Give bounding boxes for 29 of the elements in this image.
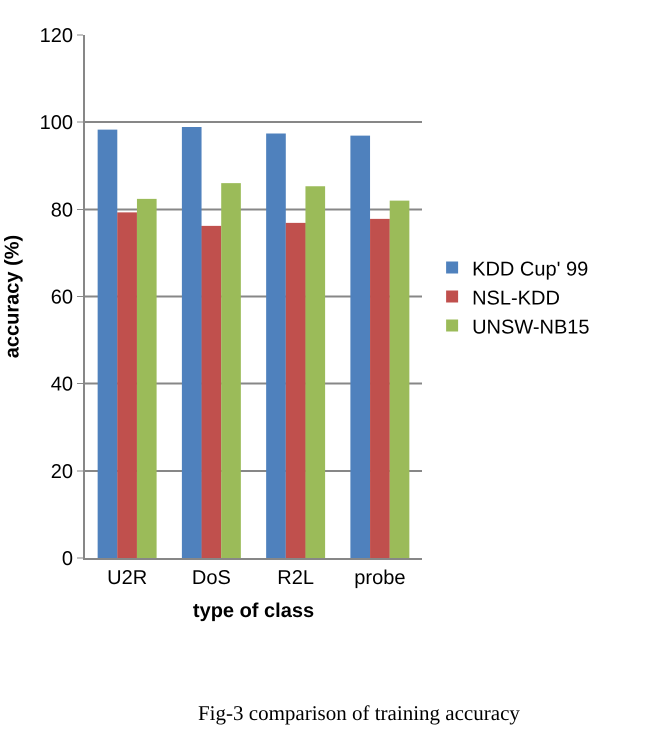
bar — [202, 226, 222, 558]
y-tick-label: 40 — [50, 374, 73, 396]
y-tick-label: 20 — [50, 460, 73, 483]
bar — [370, 218, 390, 558]
bar — [136, 198, 157, 558]
bar — [305, 186, 326, 558]
y-tick-label: 60 — [50, 286, 73, 308]
bar — [182, 126, 202, 558]
x-tick-label: probe — [354, 567, 406, 589]
bar — [350, 136, 370, 558]
bar — [266, 134, 286, 558]
text: Fig-3 comparison of training accuracy — [198, 701, 520, 725]
x-tick-label: DoS — [192, 567, 231, 589]
legend-label: UNSW-NB15 — [472, 316, 590, 338]
y-tick-label: 0 — [62, 548, 73, 570]
y-axis-title: accuracy (%) — [2, 234, 24, 358]
bar — [117, 212, 137, 558]
x-tick-label: U2R — [107, 567, 148, 589]
bar — [221, 183, 241, 558]
legend-label: KDD Cup' 99 — [472, 258, 588, 280]
x-axis-title: type of class — [192, 600, 314, 622]
y-tick-label: 100 — [40, 112, 73, 134]
bar — [390, 200, 410, 558]
y-tick-label: 80 — [50, 199, 73, 222]
x-tick-label: R2L — [277, 567, 314, 589]
bar — [98, 130, 118, 558]
y-tick-label: 120 — [40, 25, 73, 47]
bar — [286, 222, 306, 558]
legend-label: NSL-KDD — [472, 287, 560, 310]
